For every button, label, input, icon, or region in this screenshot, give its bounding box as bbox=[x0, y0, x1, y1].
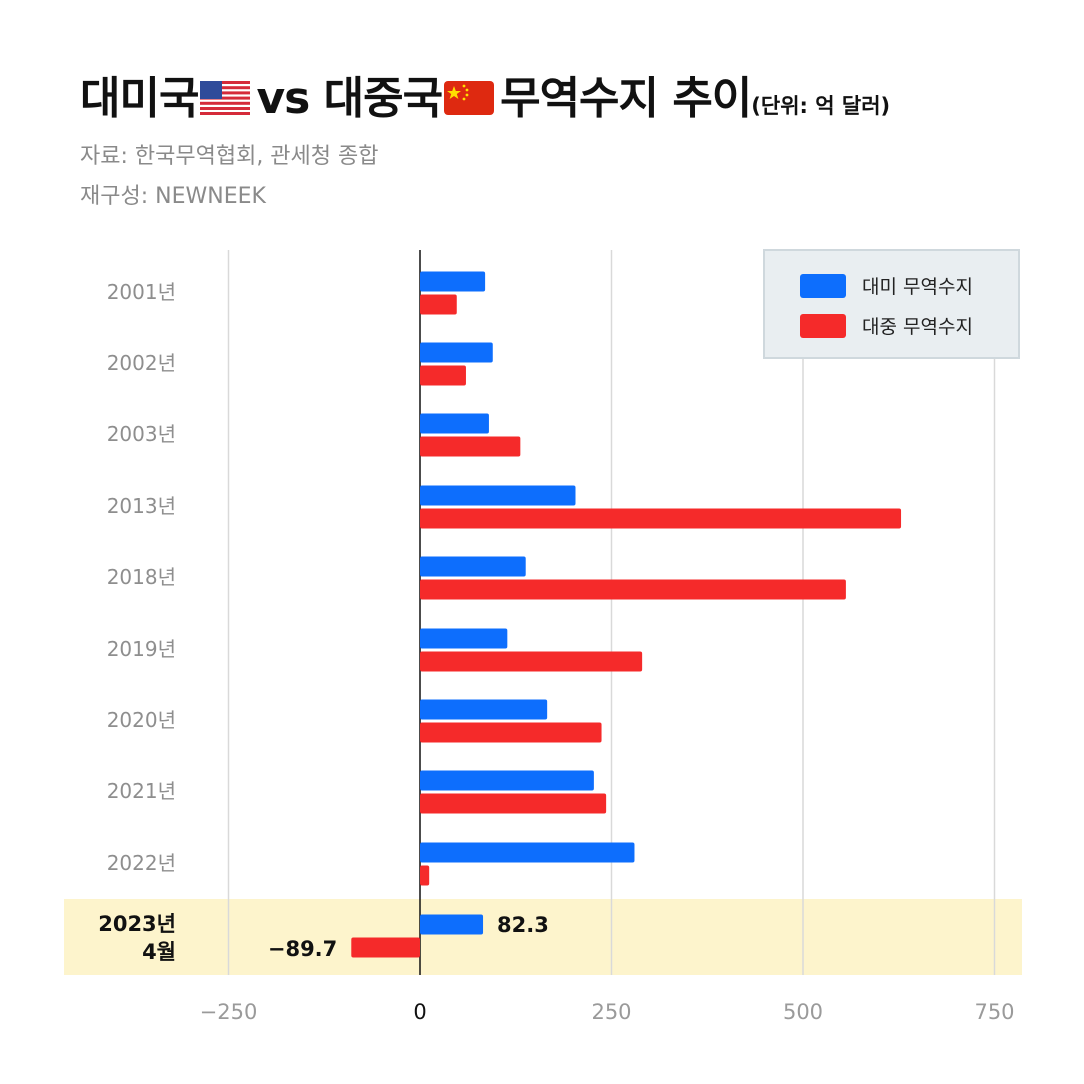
legend-label-us: 대미 무역수지 bbox=[862, 276, 973, 298]
legend-label-cn: 대중 무역수지 bbox=[862, 316, 973, 338]
us-trade-balance-bar bbox=[420, 842, 635, 863]
legend-box bbox=[763, 249, 1020, 359]
legend-swatch-us bbox=[800, 274, 846, 298]
y-category-label: 2003년 bbox=[107, 422, 176, 446]
y-category-label: 2022년 bbox=[107, 851, 176, 875]
y-category-label: 2020년 bbox=[107, 708, 176, 732]
legend-swatch-cn bbox=[800, 314, 846, 338]
us-trade-balance-bar bbox=[420, 413, 489, 434]
us-trade-balance-bar bbox=[420, 628, 508, 649]
cn-trade-balance-bar bbox=[420, 793, 607, 814]
y-category-label: 2021년 bbox=[107, 779, 176, 803]
us-flag-icon bbox=[200, 81, 251, 115]
cn-trade-balance-bar bbox=[420, 865, 430, 886]
title-part-cn: vs 대중국 bbox=[256, 73, 443, 124]
us-trade-balance-bar bbox=[420, 699, 548, 720]
y-category-label: 2019년 bbox=[107, 637, 176, 661]
us-trade-balance-bar bbox=[420, 485, 576, 506]
cn-trade-balance-bar bbox=[420, 436, 521, 457]
chart-title: 대미국 vs 대중국 무역수지 추이(단위: 억 달러) bbox=[80, 62, 890, 126]
cn-trade-balance-bar bbox=[420, 579, 846, 600]
cn-trade-balance-bar bbox=[420, 294, 457, 315]
cn-trade-balance-bar bbox=[420, 722, 602, 743]
cn-trade-balance-bar bbox=[351, 937, 420, 958]
source-text: 자료: 한국무역협회, 관세청 종합 bbox=[80, 144, 379, 169]
title-part-us: 대미국 bbox=[80, 73, 199, 124]
us-trade-balance-bar bbox=[420, 770, 594, 791]
credit-text: 재구성: NEWNEEK bbox=[80, 184, 266, 209]
cn-trade-balance-bar bbox=[420, 508, 902, 529]
us-trade-balance-bar bbox=[420, 556, 526, 577]
x-tick-label: −250 bbox=[200, 1000, 258, 1024]
title-part-trend: 무역수지 추이 bbox=[500, 73, 752, 124]
us-trade-balance-bar bbox=[420, 342, 493, 363]
china-flag-icon bbox=[444, 81, 495, 115]
cn-trade-balance-bar bbox=[420, 365, 466, 386]
cn-trade-balance-bar bbox=[420, 651, 643, 672]
x-tick-label: 750 bbox=[974, 1000, 1014, 1024]
highlight-band bbox=[64, 899, 1022, 975]
data-label-us: 82.3 bbox=[497, 913, 549, 937]
x-tick-label: 250 bbox=[591, 1000, 631, 1024]
x-tick-label: 500 bbox=[783, 1000, 823, 1024]
y-category-label: 2001년 bbox=[107, 280, 176, 304]
y-category-label: 2023년 bbox=[98, 912, 176, 936]
us-trade-balance-bar bbox=[420, 914, 484, 935]
data-label-cn: −89.7 bbox=[268, 937, 337, 961]
us-trade-balance-bar bbox=[420, 271, 486, 292]
y-category-label: 2013년 bbox=[107, 494, 176, 518]
x-tick-label: 0 bbox=[413, 1000, 426, 1024]
y-category-label: 2018년 bbox=[107, 565, 176, 589]
y-category-label: 4월 bbox=[142, 940, 176, 964]
y-category-label: 2002년 bbox=[107, 351, 176, 375]
unit-label: (단위: 억 달러) bbox=[751, 94, 891, 118]
